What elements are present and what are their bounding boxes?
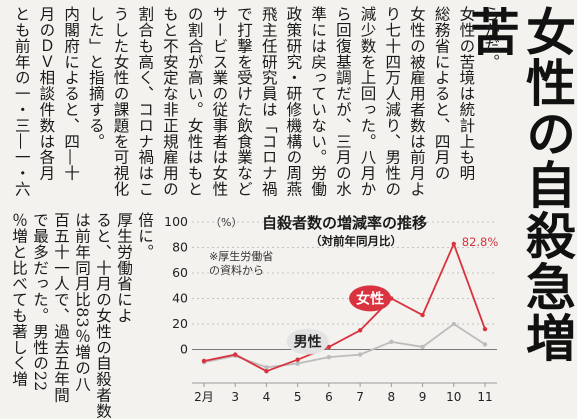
article-column: 総務省によると、四月の xyxy=(432,6,451,181)
article-column: 女性の被雇用者数は前月よ xyxy=(407,6,426,197)
x-tick-label: 5 xyxy=(294,390,302,404)
series-label-male: 男性 xyxy=(294,334,322,351)
data-point xyxy=(295,361,300,366)
article-column: の割合が高い。女性はもと xyxy=(185,6,204,197)
source-note-line-2: の資料から xyxy=(209,264,264,277)
data-point xyxy=(326,354,332,360)
y-tick-label: 20 xyxy=(172,316,188,331)
data-point xyxy=(482,342,488,347)
article-column: 割合も高く、コロナ禍はこ xyxy=(136,6,155,197)
data-point xyxy=(264,368,269,374)
chart-subtitle: （対前年同月比） xyxy=(310,234,402,248)
x-tick-label: 8 xyxy=(388,390,396,404)
data-point xyxy=(389,339,394,345)
article-column: 飛主任研究員は「コロナ禍 xyxy=(259,6,278,197)
series-label-badge xyxy=(286,328,329,355)
article-column: 内閣府によると、四―十 xyxy=(62,6,81,181)
x-tick-label: 3 xyxy=(231,390,239,404)
y-tick-label: 80 xyxy=(172,240,188,255)
article-column: 政策研究・研修機構の周燕 xyxy=(284,6,303,197)
y-tick-label: 0 xyxy=(180,342,188,357)
article-column: サービス業の従事者は女性 xyxy=(210,6,229,197)
article-column: 倍に。 xyxy=(136,212,154,260)
article-column: り七十四万人減り、男性の xyxy=(383,6,402,197)
x-tick-label: 4 xyxy=(263,390,271,404)
source-note-line-1: ※厚生労働省 xyxy=(209,250,274,263)
peak-label: 82.8% xyxy=(462,235,499,249)
article-column: 減少数を上回った。八月か xyxy=(358,6,377,197)
chart-title: 自殺者数の増減率の推移 xyxy=(262,214,428,232)
x-tick-label: 6 xyxy=(325,390,333,404)
x-tick-label: 11 xyxy=(477,390,492,404)
data-point xyxy=(357,328,363,333)
article-column: ら回復基調だが、三月の水 xyxy=(333,6,352,197)
headline: 女性の自殺急増 苦 xyxy=(462,6,577,363)
article-column: で打撃を受けた飲食業など xyxy=(235,6,253,197)
article-column: 百五十一人で、過去五年間 xyxy=(52,212,70,403)
article-column: もと不安定な非正規雇用の xyxy=(160,6,179,197)
data-point xyxy=(201,358,207,364)
series-line xyxy=(203,322,486,369)
series-label-badge xyxy=(349,285,392,312)
article-column: ると、十月の女性の自殺者数 xyxy=(94,212,112,419)
article-column: は前年同月比83％増の八 xyxy=(73,212,91,392)
article-column: ％増と比べても著しく増 xyxy=(10,212,28,387)
data-point xyxy=(451,321,456,327)
series-label-female: 女性 xyxy=(356,290,384,307)
data-point xyxy=(451,241,456,247)
article-column: で最多だった。男性の22 xyxy=(31,212,49,392)
y-tick-label: 100 xyxy=(164,214,188,229)
article-column: とも前年の一・三―一・六 xyxy=(12,6,31,197)
article-column: 女性の苦境は統計上も明 xyxy=(457,6,476,181)
x-tick-label: 7 xyxy=(356,390,364,404)
y-tick-label: 40 xyxy=(172,291,188,306)
data-point xyxy=(233,352,238,357)
article-column: うした女性の課題を可視化 xyxy=(111,6,130,197)
y-tick-label: 60 xyxy=(172,265,188,280)
x-tick-label: 2月 xyxy=(194,390,214,404)
data-point xyxy=(264,365,269,370)
article-column: 月のＤＶ相談件数は各月 xyxy=(37,6,56,181)
x-tick-label: 10 xyxy=(446,390,461,404)
chart-source-note: ※厚生労働省 の資料から xyxy=(209,250,273,278)
article-column: 厚生労働省によ xyxy=(115,212,133,324)
article-column: した」と指摘する。 xyxy=(86,6,105,150)
article-column: らかだ。 xyxy=(482,6,500,70)
data-point xyxy=(326,344,332,350)
data-point xyxy=(295,357,300,362)
y-unit-label: （%） xyxy=(210,216,242,229)
data-point xyxy=(420,344,425,350)
series-line xyxy=(203,241,486,373)
x-tick-label: 9 xyxy=(419,390,427,404)
data-point xyxy=(482,326,488,332)
data-point xyxy=(357,352,363,357)
article-column: 準には戻っていない。労働 xyxy=(309,6,328,197)
data-point xyxy=(420,312,425,318)
